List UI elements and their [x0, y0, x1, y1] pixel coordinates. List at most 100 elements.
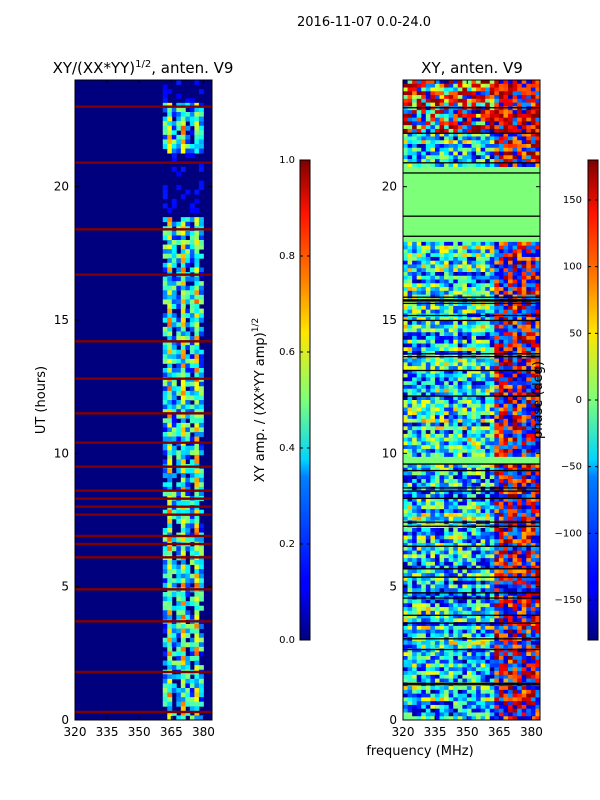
right-heatmap-cell	[434, 648, 440, 653]
right-heatmap-cell	[485, 264, 491, 269]
right-heatmap-cell	[485, 599, 491, 604]
right-heatmap-cell	[444, 241, 450, 247]
right-heatmap-cell	[444, 260, 450, 265]
right-heatmap-cell	[457, 565, 463, 570]
right-heatmap-cell	[485, 117, 491, 122]
right-heatmap-cell	[466, 121, 472, 126]
right-heatmap-cell	[444, 576, 450, 582]
right-heatmap-cell	[416, 287, 422, 292]
right-heatmap-cell	[517, 512, 523, 518]
right-heatmap-cell	[526, 644, 532, 649]
right-heatmap-cell	[526, 543, 532, 548]
left-heatmap-cell	[185, 230, 191, 236]
right-heatmap-cell	[512, 279, 518, 284]
right-heatmap-cell	[508, 561, 513, 567]
right-heatmap-cell	[453, 497, 459, 503]
right-heatmap-cell	[462, 448, 468, 454]
left-heatmap-cell	[162, 509, 168, 515]
right-heatmap-cell	[508, 366, 513, 371]
left-heatmap-cell	[198, 116, 204, 122]
right-heatmap-cell	[453, 260, 459, 265]
right-heatmap-cell	[416, 464, 422, 469]
left-heatmap-cell	[171, 422, 177, 428]
right-heatmap-cell	[430, 384, 436, 390]
right-heatmap-cell	[416, 136, 422, 141]
right-heatmap-cell	[403, 87, 408, 92]
right-heatmap-cell	[425, 633, 431, 638]
right-heatmap-cell	[530, 87, 536, 92]
right-heatmap-cell	[480, 241, 486, 247]
left-heatmap-cell	[198, 564, 204, 570]
left-flag-row	[75, 228, 212, 231]
right-heatmap-cell	[508, 422, 513, 427]
right-heatmap-cell	[466, 373, 472, 378]
right-heatmap-cell	[471, 309, 477, 314]
right-heatmap-cell	[403, 339, 408, 344]
left-heatmap-cell	[194, 208, 200, 213]
right-heatmap-cell	[457, 347, 463, 352]
right-heatmap-cell	[517, 652, 523, 657]
right-heatmap-cell	[407, 516, 413, 521]
left-heatmap-cell	[176, 546, 182, 552]
right-heatmap-cell	[494, 648, 500, 653]
right-heatmap-cell	[503, 392, 509, 397]
left-heatmap-cell	[194, 144, 200, 149]
right-heatmap-cell	[517, 121, 523, 126]
right-heatmap-cell	[407, 622, 413, 627]
left-heatmap-cell	[162, 610, 168, 616]
right-heatmap-cell	[471, 121, 477, 126]
right-heatmap-cell	[480, 437, 486, 442]
right-heatmap-cell	[480, 625, 486, 631]
right-heatmap-cell	[485, 305, 491, 311]
left-heatmap-cell	[167, 395, 173, 401]
right-heatmap-cell	[425, 629, 431, 634]
right-heatmap-cell	[521, 287, 527, 292]
right-heatmap-cell	[466, 256, 472, 262]
right-heatmap-cell	[526, 497, 532, 503]
left-heatmap-cell	[171, 166, 177, 172]
right-heatmap-cell	[498, 629, 504, 634]
right-heatmap-cell	[512, 366, 518, 371]
right-heatmap-cell	[444, 490, 450, 495]
right-heatmap-cell	[407, 373, 413, 378]
right-heatmap-cell	[503, 448, 509, 454]
right-heatmap-cell	[462, 433, 468, 439]
left-heatmap-cell	[189, 112, 195, 117]
right-heatmap-cell	[494, 384, 500, 390]
right-heatmap-cell	[535, 362, 541, 367]
right-heatmap-cell	[453, 467, 459, 472]
right-heatmap-cell	[462, 592, 468, 597]
right-heatmap-cell	[412, 309, 418, 314]
right-heatmap-cell	[412, 388, 418, 393]
right-heatmap-cell	[466, 652, 472, 657]
right-heatmap-cell	[508, 592, 513, 597]
right-heatmap-cell	[466, 328, 472, 333]
right-heatmap-cell	[416, 584, 422, 589]
right-heatmap-cell	[471, 91, 477, 96]
right-heatmap-cell	[421, 464, 427, 469]
right-heatmap-cell	[439, 422, 445, 427]
right-heatmap-cell	[535, 140, 541, 145]
right-heatmap-cell	[489, 648, 495, 653]
left-heatmap-cell	[171, 592, 177, 597]
right-heatmap-cell	[471, 113, 477, 119]
left-heatmap-cell	[162, 354, 168, 360]
right-heatmap-cell	[530, 584, 536, 589]
right-heatmap-cell	[508, 144, 513, 149]
right-heatmap-cell	[430, 275, 436, 280]
right-heatmap-cell	[416, 264, 422, 269]
left-heatmap-cell	[198, 633, 204, 639]
left-heatmap-cell	[180, 477, 186, 483]
right-heatmap-cell	[448, 366, 454, 371]
right-heatmap-cell	[434, 610, 440, 615]
right-heatmap-cell	[448, 407, 454, 412]
left-heatmap-cell	[198, 130, 204, 136]
right-heatmap-cell	[530, 272, 536, 277]
left-heatmap-cell	[167, 601, 173, 607]
right-heatmap-cell	[466, 625, 472, 631]
right-heatmap-cell	[508, 475, 513, 480]
right-heatmap-cell	[416, 144, 422, 149]
left-heatmap-cell	[180, 395, 186, 401]
left-heatmap-cell	[189, 235, 195, 241]
right-heatmap-cell	[434, 290, 440, 295]
